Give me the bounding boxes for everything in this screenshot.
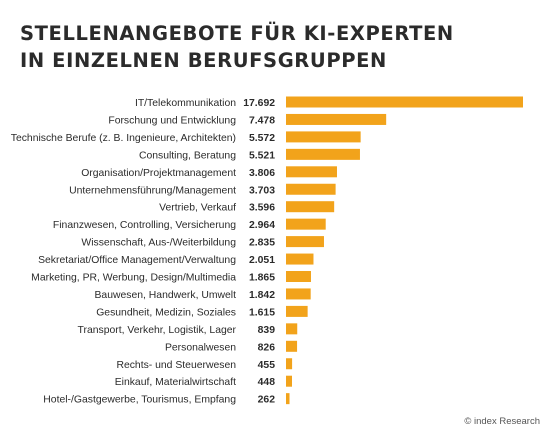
value-label: 1.842 bbox=[249, 290, 275, 301]
value-label: 17.692 bbox=[243, 98, 275, 109]
bar bbox=[286, 393, 290, 405]
value-label: 5.521 bbox=[249, 150, 275, 161]
bar bbox=[286, 305, 308, 317]
chart-title-line-2: IN EINZELNEN BERUFSGRUPPEN bbox=[20, 49, 387, 72]
value-label: 262 bbox=[258, 395, 276, 406]
bar bbox=[286, 166, 337, 178]
category-label: Einkauf, Materialwirtschaft bbox=[115, 377, 236, 388]
value-label: 839 bbox=[258, 325, 276, 336]
category-label: Transport, Verkehr, Logistik, Lager bbox=[78, 325, 237, 336]
value-label: 5.572 bbox=[249, 133, 275, 144]
category-label: Marketing, PR, Werbung, Design/Multimedi… bbox=[31, 273, 236, 284]
value-label: 3.703 bbox=[249, 185, 275, 196]
category-label: Sekretariat/Office Management/Verwaltung bbox=[38, 255, 236, 266]
value-label: 3.596 bbox=[249, 203, 275, 214]
bar bbox=[286, 236, 324, 248]
chart-title-line-1: STELLENANGEBOTE FÜR KI-EXPERTEN bbox=[20, 22, 454, 45]
value-label: 2.835 bbox=[249, 238, 275, 249]
category-label: Hotel-/Gastgewerbe, Tourismus, Empfang bbox=[43, 395, 236, 406]
chart-title: STELLENANGEBOTE FÜR KI-EXPERTEN IN EINZE… bbox=[20, 20, 454, 74]
category-label: Bauwesen, Handwerk, Umwelt bbox=[95, 290, 237, 301]
category-label: Technische Berufe (z. B. Ingenieure, Arc… bbox=[11, 133, 236, 144]
bar bbox=[286, 271, 311, 282]
bar bbox=[286, 358, 293, 370]
value-label: 3.806 bbox=[249, 168, 275, 179]
bar bbox=[286, 253, 314, 265]
category-label: Personalwesen bbox=[165, 342, 236, 353]
value-label: 2.051 bbox=[249, 255, 275, 266]
value-label: 1.865 bbox=[249, 273, 275, 284]
category-label: Consulting, Beratung bbox=[139, 150, 236, 161]
bar bbox=[286, 131, 361, 143]
value-label: 1.615 bbox=[249, 307, 275, 318]
value-label: 448 bbox=[258, 377, 276, 388]
source-credit: © index Research bbox=[464, 416, 540, 427]
category-label: Unternehmensführung/Management bbox=[69, 185, 236, 196]
bar bbox=[286, 340, 298, 352]
category-label: Organisation/Projektmanagement bbox=[81, 168, 236, 179]
bar bbox=[286, 288, 311, 300]
value-label: 455 bbox=[258, 360, 276, 371]
value-label: 826 bbox=[258, 342, 276, 353]
bar bbox=[286, 201, 335, 213]
category-label: IT/Telekommunikation bbox=[135, 98, 236, 109]
bar bbox=[286, 375, 293, 387]
bar bbox=[286, 113, 387, 125]
category-label: Vertrieb, Verkauf bbox=[159, 203, 236, 214]
value-label: 7.478 bbox=[249, 115, 275, 126]
bar bbox=[286, 148, 360, 160]
category-label: Rechts- und Steuerwesen bbox=[116, 360, 236, 371]
bar bbox=[286, 96, 523, 108]
category-label: Finanzwesen, Controlling, Versicherung bbox=[53, 220, 236, 231]
value-label: 2.964 bbox=[249, 220, 275, 231]
bar bbox=[286, 323, 298, 335]
category-label: Forschung und Entwicklung bbox=[108, 115, 236, 126]
bar bbox=[286, 183, 336, 195]
category-label: Wissenschaft, Aus-/Weiterbildung bbox=[81, 238, 236, 249]
bar bbox=[286, 218, 326, 230]
category-label: Gesundheit, Medizin, Soziales bbox=[96, 307, 236, 318]
